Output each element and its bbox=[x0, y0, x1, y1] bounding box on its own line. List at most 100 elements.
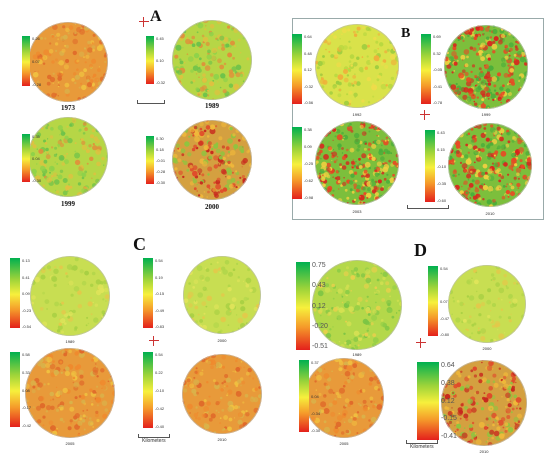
legend-tick-label: -0.41 bbox=[441, 433, 457, 440]
legend-tick-label: -0.28 bbox=[156, 169, 166, 174]
panel-b-frame bbox=[292, 18, 544, 220]
legend-tick-label: -0.05 bbox=[433, 67, 443, 72]
color-legend: 0.54 0.19 -0.15 -0.49 -0.83 bbox=[143, 258, 183, 329]
north-arrow-icon bbox=[420, 110, 430, 120]
legend-gradient bbox=[143, 352, 153, 428]
legend-tick-label: 0.75 bbox=[312, 262, 326, 269]
legend-tick-label: -0.80 bbox=[440, 332, 450, 337]
map-year-caption: 1999 bbox=[481, 112, 491, 117]
legend-tick-label: 0.10 bbox=[156, 58, 164, 63]
legend-tick-label: -0.78 bbox=[433, 100, 443, 105]
ndvi-map-b-1999 bbox=[444, 25, 528, 109]
ndvi-map-a-1999 bbox=[28, 117, 108, 197]
legend-tick-label: -0.01 bbox=[156, 158, 166, 163]
color-legend: 0.58 0.33 0.08 -0.17 -0.42 bbox=[10, 352, 50, 428]
legend-gradient bbox=[425, 130, 435, 202]
scale-bar bbox=[138, 434, 170, 438]
ndvi-map-b-1992 bbox=[315, 24, 399, 108]
legend-tick-label: 0.54 bbox=[155, 352, 163, 357]
legend-tick-label: -0.42 bbox=[22, 423, 32, 428]
legend-tick-label: -0.51 bbox=[312, 343, 328, 350]
legend-tick-label: 0.38 bbox=[441, 379, 455, 387]
panel-label-b: B bbox=[401, 26, 411, 41]
legend-gradient bbox=[292, 34, 302, 104]
map-year-caption: 1999 bbox=[61, 200, 75, 208]
legend-tick-label: 0.48 bbox=[304, 50, 312, 56]
scale-label: Kilometers bbox=[142, 438, 166, 444]
legend-tick-label: 0.13 bbox=[22, 258, 30, 263]
legend-tick-label: 0.37 bbox=[311, 360, 319, 365]
ndvi-map-d-2010 bbox=[441, 360, 527, 446]
north-arrow-icon bbox=[149, 336, 159, 346]
map-year-caption: 2010 bbox=[217, 437, 227, 442]
legend-tick-label: 0.15 bbox=[437, 147, 445, 152]
legend-tick-label: -0.28 bbox=[32, 82, 42, 87]
legend-gradient bbox=[296, 262, 310, 350]
legend-gradient bbox=[10, 352, 20, 427]
panel-label-d: D bbox=[414, 240, 427, 260]
legend-gradient bbox=[10, 258, 20, 328]
legend-tick-label: -0.30 bbox=[311, 428, 321, 433]
color-legend: 0.54 0.07 -0.47 -0.80 bbox=[428, 266, 468, 337]
legend-tick-label: -0.30 bbox=[32, 178, 42, 183]
color-legend: 0.54 0.22 -0.10 -0.42 -0.40 bbox=[143, 352, 183, 429]
legend-tick-label: -0.49 bbox=[155, 307, 165, 313]
panel-label-c: C bbox=[133, 234, 146, 254]
legend-tick-label: 0.07 bbox=[440, 299, 448, 304]
map-year-caption: 2005 bbox=[339, 441, 349, 446]
legend-tick-label: -0.32 bbox=[304, 83, 314, 89]
map-year-caption: 2000 bbox=[482, 346, 492, 351]
legend-tick-label: 0.12 bbox=[304, 67, 312, 72]
legend-tick-label: -0.10 bbox=[155, 388, 165, 393]
scale-bar bbox=[137, 100, 165, 104]
legend-tick-label: 0.26 bbox=[32, 36, 40, 41]
color-legend: 0.69 0.32 -0.05 -0.41 -0.78 bbox=[421, 34, 461, 105]
ndvi-map-a-1989 bbox=[172, 20, 252, 100]
ndvi-map-b-2003 bbox=[315, 121, 399, 205]
legend-tick-label: 0.43 bbox=[437, 130, 445, 135]
legend-tick-label: 0.64 bbox=[441, 362, 455, 369]
legend-tick-label: 0.43 bbox=[312, 282, 326, 290]
legend-tick-label: -0.32 bbox=[156, 80, 166, 85]
legend-tick-label: 0.33 bbox=[22, 369, 30, 375]
legend-tick-label: 0.35 bbox=[32, 134, 40, 139]
map-year-caption: 2000 bbox=[205, 203, 219, 211]
legend-tick-label: -0.34 bbox=[311, 411, 321, 416]
map-year-caption: 1992 bbox=[352, 112, 362, 117]
legend-tick-label: -0.41 bbox=[433, 83, 443, 89]
legend-gradient bbox=[22, 36, 30, 86]
legend-tick-label: -0.17 bbox=[22, 405, 32, 411]
color-legend: 0.38 0.09 -0.25 -0.62 -0.98 bbox=[292, 127, 332, 200]
color-legend: 0.13 0.41 0.09 -0.23 -0.54 bbox=[10, 258, 50, 329]
ndvi-map-a-2000 bbox=[172, 120, 252, 200]
legend-tick-label: -0.15 bbox=[155, 291, 165, 296]
color-legend: 0.26 0.07 -0.28 bbox=[22, 36, 60, 87]
legend-tick-label: 0.41 bbox=[22, 274, 30, 280]
map-year-caption: 2010 bbox=[479, 449, 489, 454]
north-arrow-icon bbox=[139, 17, 149, 27]
ndvi-map-b-2010 bbox=[448, 123, 532, 207]
legend-tick-label: -0.60 bbox=[437, 198, 447, 203]
legend-tick-label: -0.98 bbox=[304, 195, 314, 200]
map-year-caption: 2010 bbox=[485, 211, 495, 216]
legend-tick-label: -0.56 bbox=[304, 100, 314, 105]
scale-bar bbox=[406, 440, 438, 444]
ndvi-map-a-1973 bbox=[28, 22, 108, 102]
legend-tick-label: -0.47 bbox=[440, 315, 450, 321]
north-arrow-icon bbox=[416, 338, 426, 348]
map-year-caption: 1973 bbox=[61, 104, 75, 112]
legend-tick-label: -0.35 bbox=[437, 181, 447, 186]
legend-gradient bbox=[146, 136, 154, 184]
legend-tick-label: 0.12 bbox=[441, 397, 455, 405]
legend-tick-label: -0.20 bbox=[312, 322, 328, 330]
legend-tick-label: 0.12 bbox=[312, 302, 326, 310]
legend-gradient bbox=[22, 134, 30, 182]
legend-tick-label: -0.42 bbox=[155, 406, 165, 411]
legend-tick-label: 0.38 bbox=[304, 127, 312, 132]
color-legend: 0.43 0.15 -0.10 -0.35 -0.60 bbox=[425, 130, 465, 203]
legend-tick-label: -0.25 bbox=[304, 161, 314, 166]
legend-tick-label: 0.04 bbox=[32, 156, 40, 161]
legend-tick-label: -0.40 bbox=[155, 424, 165, 429]
legend-gradient bbox=[143, 258, 153, 328]
legend-tick-label: 0.19 bbox=[155, 274, 163, 280]
